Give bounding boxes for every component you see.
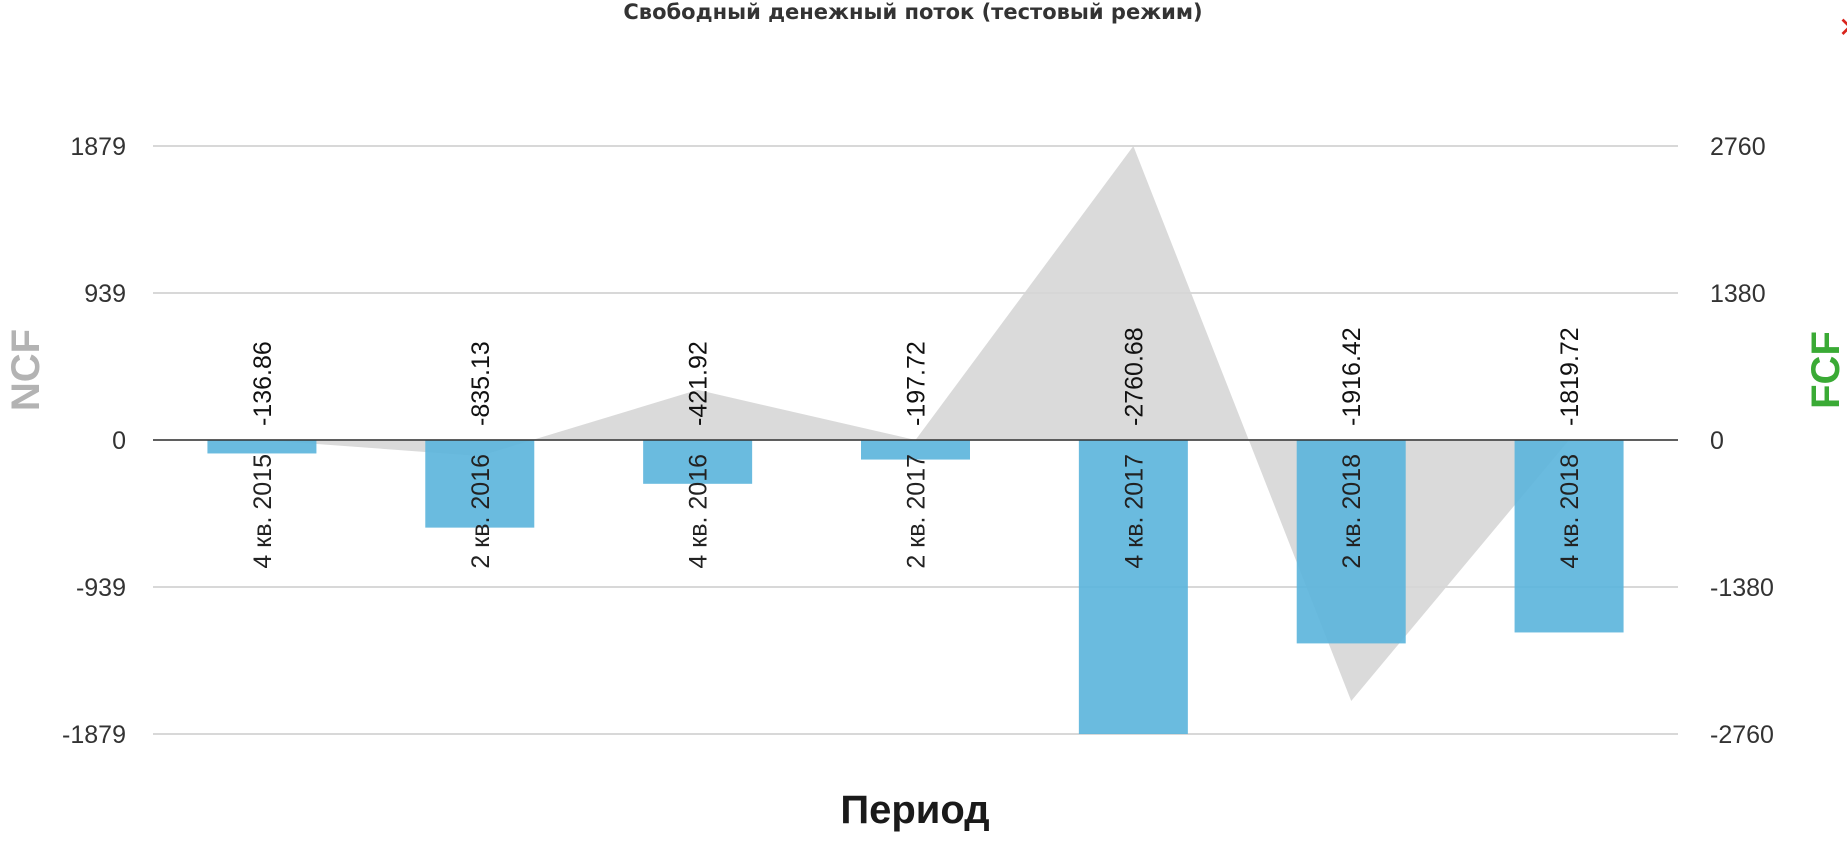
ncf-bar[interactable] [861, 440, 970, 460]
ncf-bars [207, 440, 1624, 734]
left-axis-ticks: 1879 939 0 -939 -1879 [62, 133, 126, 749]
data-label: -421.92 [685, 341, 713, 426]
category-label: 4 кв. 2016 [685, 454, 713, 569]
data-label: -835.13 [467, 341, 495, 426]
right-tick-label: -1380 [1710, 574, 1774, 602]
ncf-bar[interactable] [1296, 440, 1406, 644]
right-tick-label: 1380 [1710, 280, 1766, 308]
left-tick-label: -1879 [62, 721, 126, 749]
ncf-bar[interactable] [1078, 440, 1188, 734]
y-axis-label-right: FCF [1804, 331, 1847, 409]
data-label: -136.86 [249, 341, 277, 426]
left-tick-label: 1879 [70, 133, 126, 161]
data-label: -2760.68 [1120, 327, 1148, 426]
category-label: 4 кв. 2018 [1556, 454, 1584, 569]
category-label: 4 кв. 2015 [249, 454, 277, 569]
left-tick-label: 939 [84, 280, 126, 308]
ncf-bar[interactable] [425, 440, 535, 528]
ncf-bar[interactable] [207, 440, 317, 454]
left-tick-label: -939 [76, 574, 126, 602]
ncf-bar[interactable] [643, 440, 753, 484]
left-tick-label: 0 [112, 427, 126, 455]
right-tick-label: 2760 [1710, 133, 1766, 161]
right-tick-label: 0 [1710, 427, 1724, 455]
close-icon[interactable]: ✕ [1838, 11, 1847, 44]
category-label: 4 кв. 2017 [1120, 454, 1148, 569]
x-axis-label: Период [840, 788, 989, 832]
y-axis-label-left: NCF [4, 329, 48, 411]
data-label: -197.72 [903, 341, 931, 426]
category-label: 2 кв. 2017 [903, 454, 931, 569]
chart-title: Свободный денежный поток (тестовый режим… [623, 0, 1202, 24]
data-label: -1916.42 [1338, 327, 1366, 426]
data-label: -1819.72 [1556, 327, 1584, 426]
data-labels: -136.86 -835.13 -421.92 -197.72 -2760.68 -191… [249, 327, 1584, 426]
category-label: 2 кв. 2016 [467, 454, 495, 569]
category-labels: 4 кв. 2015 2 кв. 2016 4 кв. 2016 2 кв. 2017… [249, 454, 1584, 569]
category-label: 2 кв. 2018 [1338, 454, 1366, 569]
ncf-bar[interactable] [1514, 440, 1624, 633]
right-tick-label: -2760 [1710, 721, 1774, 749]
right-axis-ticks: 2760 1380 0 -1380 -2760 [1710, 133, 1774, 749]
